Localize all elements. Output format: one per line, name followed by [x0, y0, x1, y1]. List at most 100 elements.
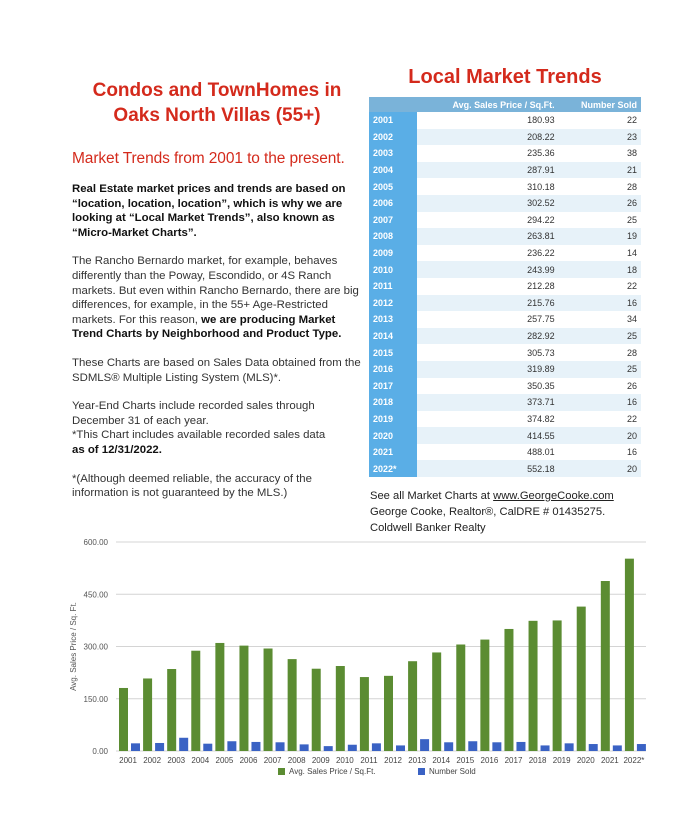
legend-swatch-price [278, 768, 285, 775]
table-row: 2019 374.82 22 [369, 410, 641, 428]
sold-cell: 22 [558, 277, 641, 295]
sold-cell: 38 [558, 145, 641, 162]
sold-cell: 26 [558, 194, 641, 212]
sold-bar [203, 743, 213, 751]
x-tick-label: 2015 [456, 756, 474, 765]
year-cell: 2018 [369, 394, 417, 411]
sold-bar [420, 739, 430, 751]
year-cell: 2019 [369, 410, 417, 428]
table-row: 2003 235.36 38 [369, 145, 641, 162]
table-row: 2005 310.18 28 [369, 178, 641, 195]
price-bar [624, 558, 634, 751]
legend-swatch-sold [418, 768, 425, 775]
sold-cell: 16 [558, 443, 641, 461]
chart-svg: 0.00 150.00 300.00 450.00 600.00 Avg. Sales P… [69, 538, 646, 776]
price-bar [239, 645, 249, 751]
page-subtitle: Market Trends from 2001 to the present. [72, 150, 345, 167]
sold-bar [540, 745, 550, 751]
year-cell: 2003 [369, 145, 417, 162]
year-cell: 2010 [369, 261, 417, 278]
price-cell: 282.92 [417, 327, 559, 345]
table-row: 2006 302.52 26 [369, 194, 641, 212]
website-link[interactable]: www.GeorgeCooke.com [493, 490, 614, 502]
sold-cell: 23 [558, 128, 641, 146]
price-cell: 302.52 [417, 194, 559, 212]
year-cell: 2015 [369, 344, 417, 361]
sold-cell: 25 [558, 211, 641, 229]
y-tick-label: 0.00 [92, 747, 108, 756]
table-title: Local Market Trends [408, 66, 602, 88]
price-cell: 350.35 [417, 377, 559, 395]
price-bar [576, 606, 586, 751]
x-tick-label: 2021 [601, 756, 619, 765]
sold-bar [323, 746, 333, 751]
credits-block: See all Market Charts at www.GeorgeCooke… [370, 488, 650, 536]
price-cell: 215.76 [417, 294, 559, 312]
price-cell: 236.22 [417, 244, 559, 262]
sold-bar [251, 741, 261, 751]
sold-bar [275, 742, 285, 751]
price-cell: 374.82 [417, 410, 559, 428]
sold-bar [564, 743, 574, 751]
market-trends-panel: Local Market Trends Avg. Sales Price / S… [369, 66, 641, 478]
x-tick-label: 2019 [553, 756, 571, 765]
y-tick-label: 150.00 [84, 695, 109, 704]
price-cell: 212.28 [417, 277, 559, 295]
x-tick-label: 2004 [191, 756, 209, 765]
table-row: 2022* 552.18 20 [369, 460, 641, 478]
market-paragraph: The Rancho Bernardo market, for example,… [72, 254, 362, 342]
price-cell: 257.75 [417, 311, 559, 328]
price-bar [143, 678, 153, 751]
year-cell: 2011 [369, 277, 417, 295]
credits-prefix: See all Market Charts at [370, 490, 494, 502]
sold-cell: 26 [558, 377, 641, 395]
x-tick-label: 2022* [623, 756, 644, 765]
sold-bar [516, 741, 526, 751]
year-cell: 2017 [369, 377, 417, 395]
sold-bar [636, 744, 646, 751]
sold-bar [155, 742, 165, 751]
sold-bar [299, 744, 309, 751]
data-as-of-text: *This Chart includes available recorded … [72, 429, 326, 442]
market-text: The Rancho Bernardo market, for example,… [72, 255, 359, 326]
price-bar [504, 628, 514, 751]
year-cell: 2013 [369, 311, 417, 328]
table-row: 2009 236.22 14 [369, 244, 641, 262]
price-bar [600, 581, 610, 751]
sold-cell: 16 [558, 294, 641, 312]
price-bar [432, 652, 442, 751]
x-tick-label: 2009 [312, 756, 330, 765]
x-tick-label: 2012 [384, 756, 402, 765]
table-row: 2016 319.89 25 [369, 360, 641, 378]
price-cell: 294.22 [417, 211, 559, 229]
table-row: 2012 215.76 16 [369, 294, 641, 312]
table-row: 2018 373.71 16 [369, 394, 641, 411]
year-cell: 2009 [369, 244, 417, 262]
sold-cell: 18 [558, 261, 641, 278]
year-cell: 2014 [369, 327, 417, 345]
disclaimer-paragraph: *(Although deemed reliable, the accuracy… [72, 472, 312, 500]
year-cell: 2008 [369, 228, 417, 245]
year-cell: 2020 [369, 427, 417, 444]
market-trends-chart: 0.00 150.00 300.00 450.00 600.00 Avg. Sales P… [0, 530, 700, 830]
price-cell: 263.81 [417, 228, 559, 245]
price-cell: 319.89 [417, 360, 559, 378]
price-bar [359, 677, 369, 751]
x-tick-label: 2014 [432, 756, 450, 765]
credits-line-2: George Cooke, Realtor®, CalDRE # 0143527… [370, 506, 606, 518]
year-cell: 2016 [369, 360, 417, 378]
price-cell: 414.55 [417, 427, 559, 444]
table-row: 2013 257.75 34 [369, 311, 641, 328]
page-title: Condos and TownHomes in Oaks North Villa… [92, 80, 342, 126]
table-row: 2008 263.81 19 [369, 228, 641, 245]
table-row: 2011 212.28 22 [369, 277, 641, 295]
table-row: 2007 294.22 25 [369, 211, 641, 229]
x-tick-label: 2017 [505, 756, 523, 765]
table-body: 2001 180.93 22 2002 208.22 23 2003 235.36 38 2004… [369, 112, 641, 478]
sold-bar [179, 737, 189, 751]
column-header-year [369, 97, 417, 112]
price-bar [528, 620, 538, 751]
column-header-price: Avg. Sales Price / Sq.Ft. [417, 97, 559, 112]
sold-cell: 20 [558, 460, 641, 478]
year-cell: 2012 [369, 294, 417, 312]
